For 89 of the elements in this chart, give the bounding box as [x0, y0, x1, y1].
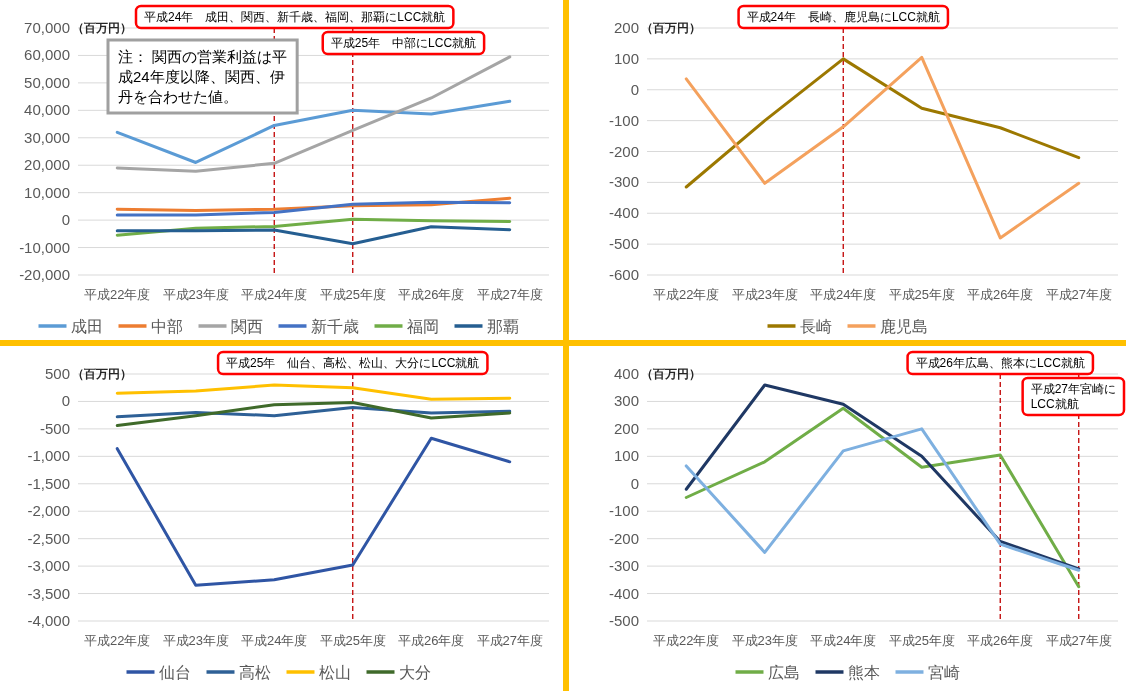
y-tick-label: 0 — [630, 474, 639, 492]
x-tick-label: 平成23年度 — [162, 633, 229, 648]
ref-line-label: 平成25年 中部にLCC就航 — [330, 36, 477, 50]
legend-label: 高松 — [238, 664, 271, 681]
y-tick-label: -300 — [608, 173, 639, 191]
y-tick-label: -500 — [608, 612, 639, 629]
y-tick-label: 40,000 — [24, 101, 70, 119]
y-tick-label: -100 — [608, 502, 639, 520]
y-tick-label: 60,000 — [24, 46, 70, 64]
y-tick-label: 300 — [613, 392, 639, 410]
x-tick-label: 平成23年度 — [162, 287, 229, 302]
x-tick-label: 平成26年度 — [967, 633, 1034, 648]
x-tick-label: 平成24年度 — [810, 633, 877, 648]
y-axis-title: （百万円） — [641, 21, 701, 35]
x-tick-label: 平成27年度 — [1045, 633, 1112, 648]
x-tick-label: 平成24年度 — [241, 633, 308, 648]
y-tick-label: 200 — [613, 19, 639, 36]
legend-label: 新千歳 — [310, 318, 359, 335]
y-tick-label: -200 — [608, 529, 639, 547]
x-tick-label: 平成22年度 — [84, 633, 151, 648]
legend-label: 広島 — [767, 664, 800, 681]
y-tick-label: -3,000 — [27, 557, 70, 575]
x-tick-label: 平成22年度 — [653, 287, 720, 302]
x-tick-label: 平成26年度 — [967, 287, 1034, 302]
y-tick-label: 500 — [44, 365, 70, 382]
legend-label: 松山 — [318, 664, 351, 681]
y-tick-label: 100 — [613, 49, 639, 67]
y-tick-label: -1,500 — [27, 474, 70, 492]
y-tick-label: -400 — [608, 584, 639, 602]
y-tick-label: -200 — [608, 142, 639, 160]
y-tick-label: -500 — [608, 235, 639, 253]
y-tick-label: -10,000 — [19, 238, 70, 256]
y-tick-label: -500 — [39, 419, 70, 437]
y-tick-label: -3,500 — [27, 584, 70, 602]
x-tick-label: 平成24年度 — [810, 287, 877, 302]
y-tick-label: 0 — [61, 392, 70, 410]
legend-label: 中部 — [150, 318, 183, 335]
y-tick-label: 10,000 — [24, 183, 70, 201]
y-tick-label: 20,000 — [24, 156, 70, 174]
y-tick-label: 100 — [613, 447, 639, 465]
legend-label: 那覇 — [486, 318, 519, 335]
legend-label: 長崎 — [799, 318, 832, 335]
x-tick-label: 平成25年度 — [319, 633, 386, 648]
y-tick-label: -4,000 — [27, 612, 70, 629]
y-tick-label: -1,000 — [27, 447, 70, 465]
legend-label: 熊本 — [847, 664, 880, 681]
x-tick-label: 平成25年度 — [888, 633, 955, 648]
legend-label: 成田 — [70, 318, 103, 335]
x-tick-label: 平成24年度 — [241, 287, 308, 302]
x-tick-label: 平成27年度 — [476, 633, 543, 648]
legend-label: 大分 — [398, 664, 431, 681]
y-axis-title: （百万円） — [641, 367, 701, 381]
y-tick-label: -2,500 — [27, 529, 70, 547]
y-tick-label: 50,000 — [24, 73, 70, 91]
legend-label: 宮崎 — [927, 664, 960, 681]
x-tick-label: 平成26年度 — [398, 287, 465, 302]
ref-line-label: 平成24年 長崎、鹿児島にLCC就航 — [746, 10, 940, 24]
y-tick-label: -100 — [608, 111, 639, 129]
x-tick-label: 平成22年度 — [653, 633, 720, 648]
y-tick-label: 70,000 — [24, 19, 70, 36]
y-tick-label: 0 — [61, 211, 70, 229]
y-tick-label: 400 — [613, 365, 639, 382]
legend-label: 仙台 — [158, 664, 191, 681]
y-tick-label: -300 — [608, 557, 639, 575]
x-tick-label: 平成25年度 — [888, 287, 955, 302]
ref-line-label: 平成27年宮崎にLCC就航 — [1030, 382, 1116, 411]
y-axis-title: （百万円） — [72, 367, 132, 381]
y-tick-label: -2,000 — [27, 502, 70, 520]
y-tick-label: 200 — [613, 419, 639, 437]
y-tick-label: 0 — [630, 80, 639, 98]
y-axis-title: （百万円） — [72, 21, 132, 35]
ref-line-label: 平成26年広島、熊本にLCC就航 — [915, 356, 1085, 370]
legend-label: 関西 — [230, 318, 263, 335]
annotation: 注： 関西の営業利益は平成24年度以降、関西、伊丹を合わせた値。 — [118, 48, 288, 105]
y-tick-label: -600 — [608, 266, 639, 283]
x-tick-label: 平成26年度 — [398, 633, 465, 648]
x-tick-label: 平成23年度 — [731, 633, 798, 648]
x-tick-label: 平成23年度 — [731, 287, 798, 302]
ref-line-label: 平成25年 仙台、高松、松山、大分にLCC就航 — [226, 356, 480, 370]
y-tick-label: 30,000 — [24, 128, 70, 146]
x-tick-label: 平成25年度 — [319, 287, 386, 302]
x-tick-label: 平成27年度 — [476, 287, 543, 302]
y-tick-label: -20,000 — [19, 266, 70, 283]
ref-line-label: 平成24年 成田、関西、新千歳、福岡、那覇にLCC就航 — [144, 10, 446, 24]
y-tick-label: -400 — [608, 204, 639, 222]
x-tick-label: 平成27年度 — [1045, 287, 1112, 302]
legend-label: 鹿児島 — [879, 318, 928, 335]
legend-label: 福岡 — [406, 318, 439, 335]
x-tick-label: 平成22年度 — [84, 287, 151, 302]
